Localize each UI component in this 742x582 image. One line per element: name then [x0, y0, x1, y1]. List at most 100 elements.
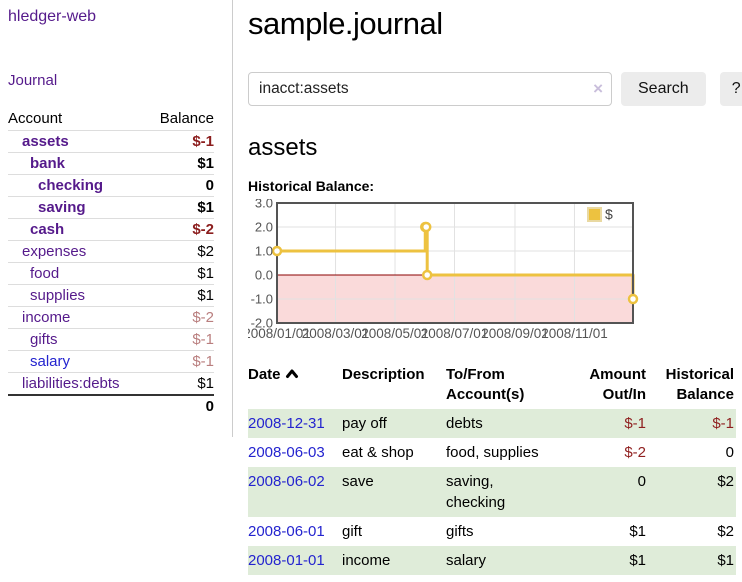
chart-canvas: 3.0 2.0 1.0 0.0 -1.0 -2.02008/01/012008/03/01…: [243, 196, 639, 341]
account-title: assets: [248, 134, 318, 161]
transaction-amount: $-1: [624, 414, 646, 432]
transaction-date-link[interactable]: 2008-12-31: [248, 414, 325, 432]
search-form: × Search ?: [248, 72, 742, 106]
account-balance: $-1: [146, 130, 214, 153]
account-balance: $1: [146, 196, 214, 219]
accounts-header-account: Account: [8, 110, 63, 127]
account-row: assets $-1: [8, 130, 214, 153]
account-link[interactable]: gifts: [30, 331, 58, 348]
account-name-cell: saving: [8, 196, 147, 219]
account-balance: $1: [146, 284, 214, 307]
transaction-balance: $-1: [712, 414, 734, 432]
account-link[interactable]: saving: [38, 199, 86, 216]
transaction-date-link[interactable]: 2008-06-03: [248, 443, 325, 461]
svg-text:-2.0: -2.0: [251, 316, 273, 331]
account-balance: $-2: [146, 306, 214, 329]
chart-label: Historical Balance:: [248, 178, 375, 194]
account-row: expenses $2: [8, 240, 214, 263]
transaction-balance: 0: [725, 443, 734, 461]
svg-text:2008/05/01: 2008/05/01: [361, 326, 429, 341]
account-link[interactable]: assets: [22, 133, 69, 150]
table-row[interactable]: 2008-01-01 income salary $1 $1: [248, 545, 736, 575]
transaction-accounts: food, supplies: [446, 443, 539, 461]
transaction-balance: $2: [717, 472, 734, 490]
account-row: supplies $1: [8, 284, 214, 307]
account-balance: $-1: [146, 350, 214, 373]
account-balance: $1: [146, 372, 214, 395]
transaction-date-cell: 2008-06-02: [248, 467, 342, 517]
svg-text:2.0: 2.0: [255, 220, 273, 235]
column-header-balance[interactable]: Historical Balance: [665, 366, 734, 404]
account-row: checking 0: [8, 174, 214, 197]
column-header-description[interactable]: Description: [342, 366, 425, 383]
account-name-cell: food: [8, 262, 147, 285]
account-name-cell: liabilities:debts: [8, 372, 147, 395]
register-table: Date Description To/From Account(s) Amou…: [248, 362, 736, 575]
transaction-description: gift: [342, 522, 363, 540]
table-row[interactable]: 2008-12-31 pay off debts $-1 $-1: [248, 408, 736, 438]
help-button[interactable]: ?: [719, 72, 742, 106]
accounts-header-row: Account Balance: [8, 107, 214, 131]
accounts-total-spacer: [8, 394, 147, 417]
search-input-wrap: ×: [248, 72, 612, 106]
account-name-cell: supplies: [8, 284, 147, 307]
transaction-date-link[interactable]: 2008-01-01: [248, 551, 325, 569]
sidebar-item-journal[interactable]: Journal: [8, 72, 58, 89]
transaction-date-link[interactable]: 2008-06-02: [248, 472, 325, 490]
account-name-cell: expenses: [8, 240, 147, 263]
column-header-date[interactable]: Date: [248, 362, 342, 409]
account-link[interactable]: liabilities:debts: [22, 375, 120, 392]
transaction-date-cell: 2008-06-01: [248, 517, 342, 546]
transaction-balance: $1: [717, 551, 734, 569]
accounts-total-value: 0: [146, 394, 214, 417]
column-header-accounts[interactable]: To/From Account(s): [446, 366, 525, 404]
account-link[interactable]: cash: [30, 221, 65, 238]
transaction-description: eat & shop: [342, 443, 414, 461]
sidebar: hledger-web Journal Account Balance asse…: [0, 0, 233, 437]
accounts-total-row: 0: [8, 394, 214, 417]
account-name-cell: salary: [8, 350, 147, 373]
transaction-balance: $2: [717, 522, 734, 540]
account-row: gifts $-1: [8, 328, 214, 351]
svg-text:-1.0: -1.0: [251, 292, 273, 307]
svg-text:2008/01/01: 2008/01/01: [248, 326, 311, 341]
svg-text:2008/03/01: 2008/03/01: [302, 326, 370, 341]
account-link[interactable]: expenses: [22, 243, 87, 260]
account-row: liabilities:debts $1: [8, 372, 214, 395]
transaction-accounts: debts: [446, 414, 483, 432]
account-row: cash $-2: [8, 218, 214, 241]
transaction-date-cell: 2008-12-31: [248, 409, 342, 438]
transaction-date-link[interactable]: 2008-06-01: [248, 522, 325, 540]
account-link[interactable]: food: [30, 265, 60, 282]
account-link[interactable]: income: [22, 309, 71, 326]
column-header-amount[interactable]: Amount Out/In: [589, 366, 646, 404]
transaction-description: save: [342, 472, 374, 490]
historical-balance-chart[interactable]: 3.0 2.0 1.0 0.0 -1.0 -2.0 2008/01/01 2008/03/01…: [243, 196, 727, 350]
table-row[interactable]: 2008-06-03 eat & shop food, supplies $-2 0: [248, 438, 736, 467]
transaction-accounts: salary: [446, 551, 487, 569]
account-link[interactable]: supplies: [30, 287, 86, 304]
accounts-table: Account Balance assets $-1 bank $1 checking 0…: [8, 107, 214, 417]
table-row[interactable]: 2008-06-01 gift gifts $1 $2: [248, 517, 736, 546]
transaction-date-cell: 2008-01-01: [248, 546, 342, 575]
search-input[interactable]: [248, 72, 612, 106]
table-row[interactable]: 2008-06-02 save saving, checking 0 $2: [248, 466, 736, 517]
clear-search-icon[interactable]: ×: [593, 79, 603, 98]
account-name-cell: assets: [8, 130, 147, 153]
account-link[interactable]: salary: [30, 353, 71, 370]
accounts-header-balance: Balance: [159, 110, 214, 127]
account-name-cell: cash: [8, 218, 147, 241]
search-button[interactable]: Search: [621, 72, 706, 106]
transaction-amount: 0: [637, 472, 646, 490]
account-balance: $2: [146, 240, 214, 263]
account-name-cell: gifts: [8, 328, 147, 351]
account-link[interactable]: bank: [30, 155, 66, 172]
transaction-accounts: saving, checking: [446, 472, 506, 511]
account-balance: $1: [146, 262, 214, 285]
transaction-description: income: [342, 551, 391, 569]
account-row: bank $1: [8, 152, 214, 175]
brand-link[interactable]: hledger-web: [8, 8, 97, 25]
account-link[interactable]: checking: [38, 177, 104, 194]
transaction-amount: $1: [629, 551, 646, 569]
